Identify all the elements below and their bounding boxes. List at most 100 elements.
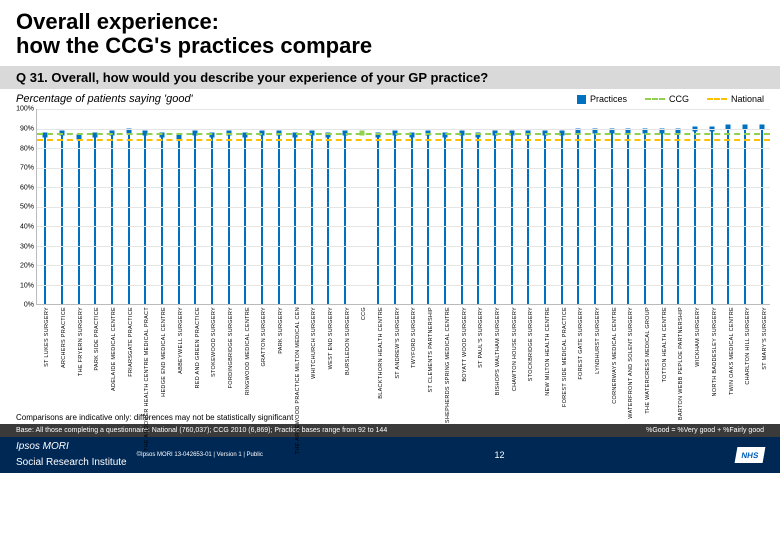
x-label: ST LUKES SURGERY [44, 307, 50, 367]
title-line-2: how the CCG's practices compare [16, 34, 764, 58]
x-label: THE FRYERN SURGERY [78, 307, 84, 376]
practice-bar [178, 137, 180, 305]
practice-bar [661, 131, 663, 305]
x-label: FOREST SIDE MEDICAL PRACTICE [562, 307, 568, 407]
title-block: Overall experience: how the CCG's practi… [0, 0, 780, 64]
x-label: STOKEWOOD SURGERY [211, 307, 217, 377]
x-label: WICKHAM SURGERY [695, 307, 701, 367]
copyright: ©Ipsos MORI 13-042653-01 | Version 1 | P… [137, 452, 263, 458]
x-label: THE ANDOVER HEALTH CENTRE MEDICAL PRACT [144, 307, 150, 451]
x-label: THE WATERCRESS MEDICAL GROUP [645, 307, 651, 414]
practice-bar [611, 131, 613, 305]
practice-bar [377, 135, 379, 305]
x-label: RINGWOOD MEDICAL CENTRE [245, 307, 251, 395]
x-label: GRATTON SURGERY [261, 307, 267, 367]
x-label: PARK SIDE PRACTICE [94, 307, 100, 371]
x-label: PARK SURGERY [278, 307, 284, 354]
practice-bar [244, 135, 246, 305]
practice-bar [494, 133, 496, 305]
ipsos-sub: Social Research Institute [16, 457, 127, 468]
square-icon [577, 95, 586, 104]
x-label: THE ARNEWOOD PRACTICE MILTON MEDICAL CEN [295, 307, 301, 454]
practice-bar [61, 133, 63, 305]
practice-bar [461, 133, 463, 305]
x-label: ARCHERS PRACTICE [61, 307, 67, 368]
x-label: WHITCHURCH SURGERY [311, 307, 317, 379]
x-label: CCG [361, 307, 367, 320]
x-label: TWIN OAKS MEDICAL CENTRE [729, 307, 735, 395]
practice-bar [194, 133, 196, 305]
practice-bar [144, 133, 146, 305]
practice-bar [427, 133, 429, 305]
x-label: CHARLTON HILL SURGERY [745, 307, 751, 385]
practice-bar [594, 131, 596, 305]
x-label: FORDINGBRIDGE SURGERY [228, 307, 234, 388]
practice-bar [511, 133, 513, 305]
x-labels: ST LUKES SURGERY ARCHERS PRACTICE THE FRYE… [36, 305, 770, 409]
chart-subtitle: Percentage of patients saying 'good' [16, 93, 569, 105]
ref_ccg [37, 133, 770, 135]
practice-bar [78, 137, 80, 305]
footer: Ipsos MORI Social Research Institute ©Ip… [0, 437, 780, 473]
legend-label: National [731, 94, 764, 104]
x-label: NORTH BADDESLEY SURGERY [712, 307, 718, 396]
practice-bar [344, 133, 346, 305]
practice-bar [644, 131, 646, 305]
ipsos-name: Ipsos MORI [16, 441, 127, 452]
chart: 0%10%20%30%40%50%60%70%80%90%100% ST LUK… [0, 109, 780, 409]
practice-bar [411, 135, 413, 305]
legend: Practices CCG National [577, 94, 764, 104]
x-label: FRIARSGATE PRACTICE [128, 307, 134, 377]
legend-practices: Practices [577, 94, 627, 104]
practice-bar [294, 135, 296, 305]
x-label: BARTON WEBB PEPLOE PARTNERSHIP [678, 307, 684, 420]
practice-bar [527, 133, 529, 305]
x-label: FOREST GATE SURGERY [578, 307, 584, 380]
x-label: BISHOPS WALTHAM SURGERY [495, 307, 501, 395]
ipsos-logo: Ipsos MORI Social Research Institute [16, 441, 127, 470]
practice-bar [228, 133, 230, 305]
x-label: TWYFORD SURGERY [411, 307, 417, 368]
practice-bar [761, 127, 763, 304]
practice-bar [111, 133, 113, 305]
dash-icon [707, 98, 727, 100]
x-label: NEW MILTON HEALTH CENTRE [545, 307, 551, 396]
base-bar: Base: All those completing a questionnai… [0, 424, 780, 437]
legend-ccg: CCG [645, 94, 689, 104]
x-label: ABBEYWELL SURGERY [178, 307, 184, 374]
practice-bar [477, 135, 479, 305]
good-def: %Good = %Very good + %Fairly good [646, 427, 764, 434]
practice-bar [577, 131, 579, 305]
x-label: ADELAIDE MEDICAL CENTRE [111, 307, 117, 391]
x-label: HEDGE END MEDICAL CENTRE [161, 307, 167, 397]
legend-national: National [707, 94, 764, 104]
x-label: BURSLEDON SURGERY [345, 307, 351, 375]
dash-icon [645, 98, 665, 100]
legend-label: CCG [669, 94, 689, 104]
practice-bar [94, 135, 96, 305]
x-label: CORNERWAYS MEDICAL CENTRE [612, 307, 618, 404]
y-axis: 0%10%20%30%40%50%60%70%80%90%100% [6, 109, 36, 305]
practice-bar [677, 131, 679, 305]
practice-bar [561, 133, 563, 305]
practice-bar [444, 135, 446, 305]
x-label: SHEPHERDS SPRING MEDICAL CENTRE [445, 307, 451, 423]
practice-bar [44, 135, 46, 305]
ref_national [37, 139, 770, 141]
practice-bar [394, 133, 396, 305]
subtitle-row: Percentage of patients saying 'good' Pra… [0, 89, 780, 109]
x-label: CHAWTON HOUSE SURGERY [512, 307, 518, 391]
practice-bar [161, 135, 163, 305]
x-label: WATERFRONT AND SOLENT SURGERY [628, 307, 634, 419]
x-label: LYNDHURST SURGERY [595, 307, 601, 374]
nhs-logo: NHS [735, 447, 766, 463]
comparison-note: Comparisons are indicative only: differe… [0, 409, 780, 424]
x-label: STOCKBRIDGE SURGERY [528, 307, 534, 381]
practice-bar [128, 131, 130, 305]
x-label: BLACKTHORN HEALTH CENTRE [378, 307, 384, 399]
x-label: ST CLEMENTS PARTNERSHIP [428, 307, 434, 392]
question-band: Q 31. Overall, how would you describe yo… [0, 66, 780, 89]
x-label: ST PAUL'S SURGERY [478, 307, 484, 368]
practice-bar [211, 135, 213, 305]
x-label: BOYATT WOOD SURGERY [462, 307, 468, 382]
